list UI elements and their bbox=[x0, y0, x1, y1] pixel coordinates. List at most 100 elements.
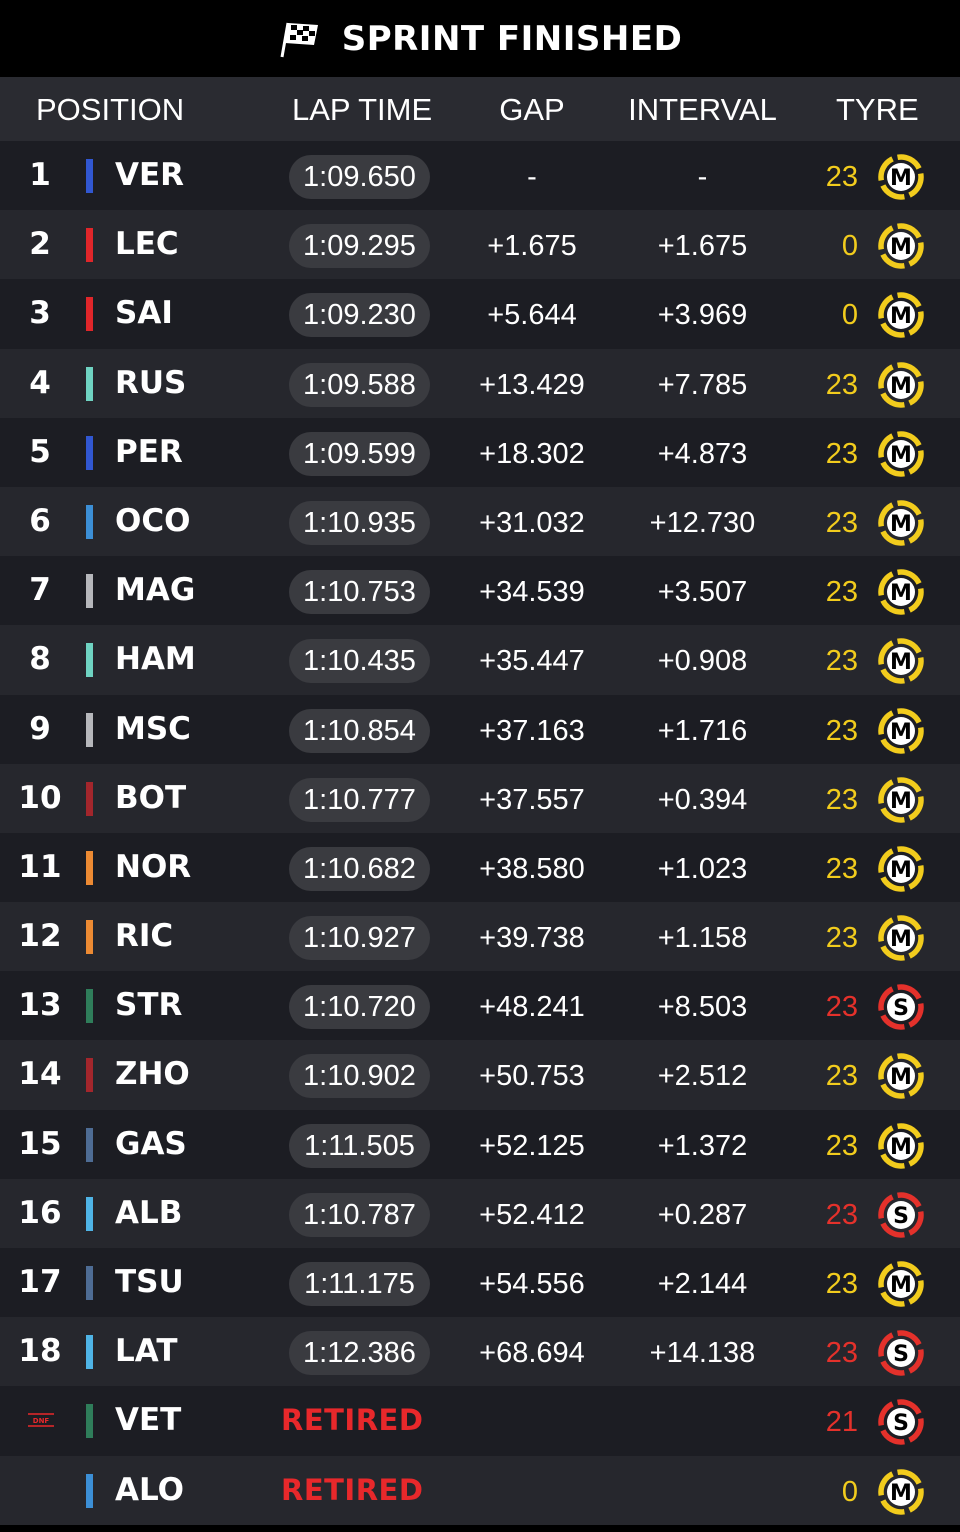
medium-tyre-icon: M bbox=[878, 638, 924, 685]
soft-tyre-icon: S bbox=[878, 1330, 924, 1376]
tyre-laps: 23 bbox=[825, 1129, 858, 1162]
svg-text:M: M bbox=[890, 166, 912, 191]
gap-value: +5.644 bbox=[487, 299, 577, 332]
tyre-laps: 23 bbox=[825, 783, 858, 816]
interval-value: +1.372 bbox=[657, 1129, 748, 1162]
tyre-laps: 23 bbox=[825, 437, 858, 470]
medium-tyre-icon: M bbox=[878, 915, 924, 961]
checkered-flag-icon bbox=[280, 22, 318, 57]
driver-code: VER bbox=[115, 157, 185, 193]
position-number: 7 bbox=[29, 572, 51, 609]
position-number: 17 bbox=[18, 1264, 62, 1300]
interval-value: - bbox=[697, 161, 708, 193]
interval-value: +0.394 bbox=[657, 783, 748, 816]
interval-value: +1.158 bbox=[657, 922, 748, 955]
lap-time-pill: 1:10.777 bbox=[289, 777, 430, 822]
table-row: 13 STR 1:10.720 +48.241 +8.503 23 S bbox=[0, 971, 960, 1041]
driver-code: ZHO bbox=[115, 1056, 190, 1093]
gap-value: +38.580 bbox=[479, 852, 585, 885]
svg-text:M: M bbox=[890, 720, 912, 745]
position-number: 3 bbox=[29, 295, 51, 332]
gap-value: +18.302 bbox=[479, 437, 585, 470]
svg-text:S: S bbox=[893, 996, 909, 1021]
page-title: SPRINT FINISHED bbox=[341, 18, 683, 59]
interval-value: +8.503 bbox=[657, 991, 748, 1024]
team-color-bar bbox=[86, 1127, 93, 1162]
svg-text:M: M bbox=[890, 1065, 912, 1090]
header-interval: INTERVAL bbox=[628, 92, 777, 127]
team-color-bar bbox=[86, 159, 93, 193]
svg-text:M: M bbox=[890, 581, 912, 606]
position-number: 15 bbox=[18, 1125, 62, 1162]
driver-code: MAG bbox=[115, 572, 196, 609]
lap-time-pill: 1:10.753 bbox=[289, 570, 430, 615]
interval-value: +12.730 bbox=[649, 506, 756, 539]
team-color-bar bbox=[86, 1058, 93, 1093]
position-number: 13 bbox=[18, 987, 62, 1024]
driver-code: SAI bbox=[115, 295, 173, 332]
gap-value: +68.694 bbox=[479, 1337, 585, 1370]
tyre-laps: 23 bbox=[825, 576, 858, 609]
medium-tyre-icon: M bbox=[878, 154, 924, 200]
results-table: 1 VER 1:09.650 - - 23 M 2 LEC 1:09.295 +1.675 +1.67… bbox=[0, 141, 960, 1525]
medium-tyre-icon: M bbox=[878, 1053, 924, 1100]
medium-tyre-icon: M bbox=[878, 1122, 924, 1169]
tyre-laps: 21 bbox=[825, 1406, 858, 1439]
tyre-laps: 0 bbox=[841, 1475, 858, 1508]
driver-code: LAT bbox=[115, 1333, 178, 1370]
lap-time-pill: 1:10.854 bbox=[289, 708, 430, 753]
soft-tyre-icon: S bbox=[878, 984, 924, 1030]
interval-value: +1.023 bbox=[657, 852, 748, 885]
svg-text:M: M bbox=[890, 1273, 912, 1298]
soft-tyre-icon: S bbox=[878, 1192, 924, 1238]
driver-code: NOR bbox=[115, 848, 192, 885]
position-number: 14 bbox=[18, 1056, 62, 1093]
team-color-bar bbox=[86, 920, 93, 955]
svg-text:M: M bbox=[890, 1135, 912, 1160]
team-color-bar bbox=[86, 781, 93, 816]
tyre-laps: 23 bbox=[825, 161, 858, 193]
lap-time-pill: 1:10.935 bbox=[289, 500, 430, 545]
table-row: DNF VET RETIRED 21 S bbox=[0, 1386, 960, 1456]
tyre-laps: 23 bbox=[825, 645, 858, 678]
team-color-bar bbox=[86, 297, 93, 332]
medium-tyre-icon: M bbox=[878, 1261, 924, 1307]
interval-value: +3.507 bbox=[657, 576, 748, 609]
tyre-laps: 23 bbox=[825, 506, 858, 539]
svg-text:M: M bbox=[890, 304, 912, 329]
lap-time-pill: 1:09.588 bbox=[289, 362, 430, 407]
gap-value: +48.241 bbox=[479, 991, 585, 1024]
medium-tyre-icon: M bbox=[878, 431, 924, 477]
driver-code: HAM bbox=[115, 641, 196, 678]
team-color-bar bbox=[86, 712, 93, 747]
team-color-bar bbox=[86, 1473, 93, 1508]
driver-code: TSU bbox=[115, 1264, 184, 1300]
gap-value: +50.753 bbox=[479, 1060, 585, 1093]
driver-code: MSC bbox=[115, 710, 191, 747]
lap-time-pill: 1:11.175 bbox=[289, 1262, 430, 1306]
medium-tyre-icon: M bbox=[878, 707, 924, 754]
driver-code: BOT bbox=[115, 779, 187, 816]
gap-value: +37.163 bbox=[479, 714, 585, 747]
interval-value: +1.716 bbox=[657, 714, 748, 747]
driver-code: GAS bbox=[115, 1125, 187, 1162]
position-number: 10 bbox=[18, 779, 62, 816]
tyre-laps: 0 bbox=[841, 299, 858, 332]
table-row: ALO RETIRED 0 M bbox=[0, 1455, 960, 1525]
svg-text:DNF: DNF bbox=[33, 1417, 50, 1425]
table-row: 1 VER 1:09.650 - - 23 M bbox=[0, 141, 960, 211]
column-header: POSITION LAP TIME GAP INTERVAL TYRE bbox=[0, 77, 960, 141]
medium-tyre-icon: M bbox=[878, 361, 924, 408]
driver-code: ALB bbox=[115, 1194, 183, 1231]
gap-value: +13.429 bbox=[479, 368, 585, 401]
table-row: 7 MAG 1:10.753 +34.539 +3.507 23 M bbox=[0, 556, 960, 626]
gap-value: +34.539 bbox=[479, 576, 585, 609]
interval-value: +0.287 bbox=[657, 1198, 748, 1231]
table-row: 18 LAT 1:12.386 +68.694 +14.138 23 S bbox=[0, 1317, 960, 1387]
lap-time-pill: 1:10.435 bbox=[289, 639, 430, 684]
medium-tyre-icon: M bbox=[878, 292, 924, 339]
svg-text:M: M bbox=[890, 650, 912, 675]
team-color-bar bbox=[86, 1404, 93, 1439]
table-row: 3 SAI 1:09.230 +5.644 +3.969 0 M bbox=[0, 279, 960, 349]
driver-code: PER bbox=[115, 433, 183, 470]
